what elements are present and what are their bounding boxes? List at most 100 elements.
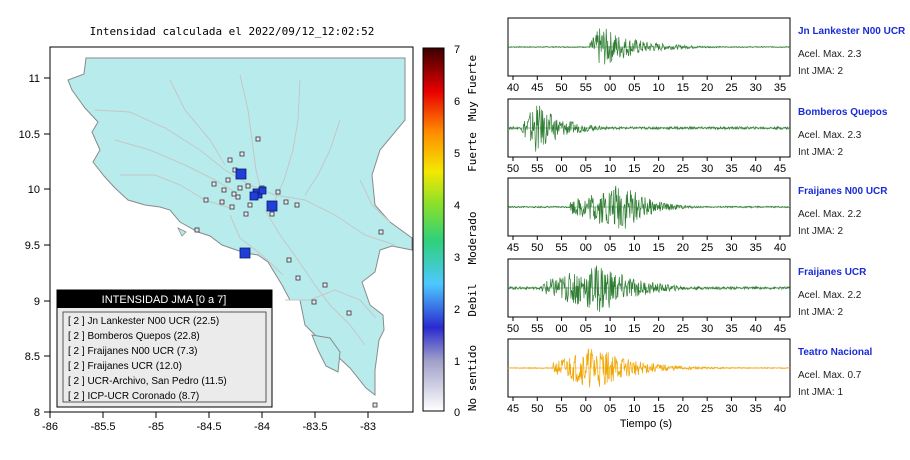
station-marker (211, 181, 217, 187)
trace-tick-label: 55 (555, 242, 567, 254)
colorbar-label-fuerte: Fuerte (466, 132, 479, 172)
trace-tick-label: 35 (725, 163, 737, 175)
trace-tick-label: 05 (604, 403, 616, 415)
trace-tick-label: 20 (677, 242, 689, 254)
colorbar-tick: 3 (454, 252, 460, 264)
station-name-teatro-nacional: Teatro Nacional (798, 347, 872, 358)
map-xtick: -84.5 (196, 421, 221, 433)
map-xtick: -86 (42, 421, 58, 433)
trace-tick-label: 55 (580, 82, 592, 94)
trace-tick-label: 35 (750, 403, 762, 415)
trace-tick-label: 15 (677, 82, 689, 94)
marker-ucr-archivo (249, 191, 259, 201)
legend-item: [ 2 ] UCR-Archivo, San Pedro (11.5) (68, 376, 227, 387)
trace-tick-label: 45 (531, 82, 543, 94)
colorbar-tick: 5 (454, 148, 460, 160)
map-ytick: 10.5 (19, 129, 40, 141)
land-osa-peninsula (311, 334, 341, 373)
station-jma: Int JMA: 2 (798, 307, 843, 318)
trace-tick-label: 45 (507, 403, 519, 415)
station-marker (378, 229, 384, 235)
map-legend: INTENSIDAD JMA [0 a 7] [ 2 ] Jn Lankeste… (56, 289, 273, 408)
trace-tick-label: 25 (725, 82, 737, 94)
marker-fraijanes-n00 (235, 168, 247, 180)
trace-panel-bomberos-quepos: 50 55 00 05 10 15 20 25 30 35 40 45 Bomberos Quepos A… (507, 98, 888, 175)
trace-tick-label: 05 (580, 163, 592, 175)
trace-tick-label: 45 (774, 163, 786, 175)
trace-tick-label: 10 (604, 323, 616, 335)
trace-tick-label: 05 (628, 82, 640, 94)
trace-tick-label: 00 (555, 163, 567, 175)
station-marker (295, 275, 301, 281)
station-marker (346, 310, 352, 316)
intensity-markers (235, 168, 278, 259)
station-marker (322, 282, 328, 288)
trace-tick-label: 30 (750, 82, 762, 94)
trace-tick-label: 15 (653, 403, 665, 415)
map-ytick: 8 (34, 407, 40, 419)
station-marker (235, 194, 241, 200)
map-ytick: 11 (29, 73, 40, 85)
station-name-fraijanes-n00: Fraijanes N00 UCR (798, 186, 888, 197)
colorbar-tick: 7 (454, 44, 460, 56)
station-marker (231, 191, 237, 197)
trace-tick-label: 00 (555, 323, 567, 335)
map-title: Intensidad calculada el 2022/09/12_12:02… (90, 25, 375, 38)
trace-waveform (507, 185, 791, 229)
station-jma: Int JMA: 2 (798, 226, 843, 237)
trace-panel-fraijanes-ucr: 50 55 00 05 10 15 20 25 30 35 40 45 Fraijanes UCR Ace… (507, 258, 867, 335)
colorbar-tick: 0 (454, 407, 460, 419)
map-ytick: 8.5 (25, 351, 40, 363)
station-marker (243, 211, 249, 217)
trace-tick-label: 25 (701, 242, 713, 254)
trace-tick-label: 15 (628, 323, 640, 335)
station-marker (237, 185, 243, 191)
marker-icp-coronado (258, 186, 267, 195)
trace-tick-label: 30 (725, 403, 737, 415)
trace-tick-label: 50 (555, 82, 567, 94)
station-marker (275, 189, 281, 195)
trace-tick-label: 45 (507, 242, 519, 254)
trace-tick-label: 00 (580, 403, 592, 415)
station-pga: Acel. Max. 2.3 (798, 130, 862, 141)
station-pga: Acel. Max. 2.3 (798, 49, 862, 60)
trace-panel-fraijanes-n00: 45 50 55 00 05 10 15 20 25 30 35 40 Fraijanes N00 UC… (507, 177, 888, 254)
colorbar-label-debil: Debil (466, 283, 479, 316)
trace-tick-label: 10 (628, 403, 640, 415)
trace-tick-label: 20 (653, 323, 665, 335)
station-marker (247, 202, 253, 208)
trace-tick-label: 55 (531, 323, 543, 335)
trace-tick-label: 20 (653, 163, 665, 175)
station-jma: Int JMA: 2 (798, 66, 843, 77)
station-marker (245, 183, 251, 189)
station-jma: Int JMA: 1 (798, 387, 843, 398)
station-marker (283, 199, 289, 205)
trace-tick-label: 50 (507, 163, 519, 175)
trace-tick-label: 25 (677, 163, 689, 175)
trace-panel-teatro-nacional: 45 50 55 00 05 10 15 20 25 30 35 40 Teatro Nacional A… (507, 338, 872, 415)
trace-tick-label: 15 (628, 163, 640, 175)
station-marker (229, 204, 235, 210)
trace-tick-label: 05 (604, 242, 616, 254)
seismogram-panels: 40 45 50 55 00 05 10 15 20 25 30 35 Jn Lankester N00… (507, 17, 906, 415)
legend-item: [ 2 ] Fraijanes N00 UCR (7.3) (68, 346, 198, 357)
map-yaxis (44, 77, 50, 413)
trace-tick-label: 50 (507, 323, 519, 335)
trace-tick-label: 45 (774, 323, 786, 335)
trace-tick-label: 30 (701, 163, 713, 175)
trace-tick-label: 55 (531, 163, 543, 175)
colorbar-ramp (422, 47, 445, 412)
station-marker (239, 151, 245, 157)
map-ytick: 9 (34, 296, 40, 308)
trace-tick-label: 00 (580, 242, 592, 254)
legend-header-bg (57, 290, 272, 308)
trace-tick-label: 20 (701, 82, 713, 94)
station-pga: Acel. Max. 0.7 (798, 370, 862, 381)
legend-item: [ 2 ] ICP-UCR Coronado (8.7) (68, 391, 199, 402)
marker-jn-lankester (266, 200, 278, 212)
station-marker (221, 187, 227, 193)
map-xtick: -85 (148, 421, 164, 433)
trace-tick-label: 50 (531, 403, 543, 415)
colorbar-tick: 2 (454, 304, 460, 316)
